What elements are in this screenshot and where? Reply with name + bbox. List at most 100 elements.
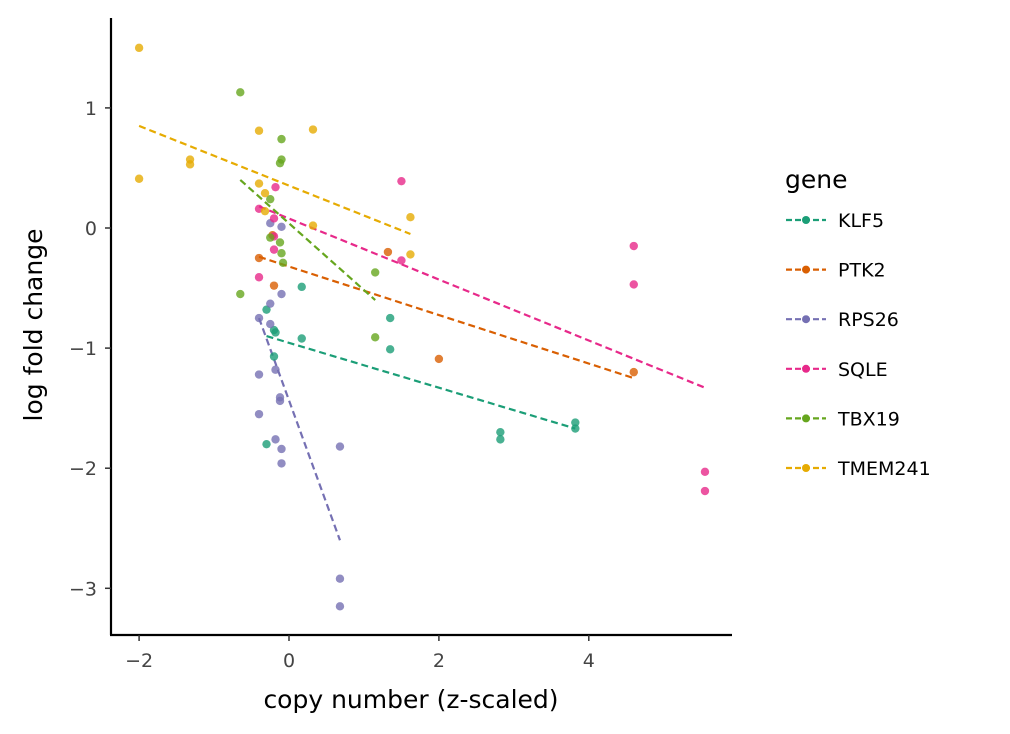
- legend: gene KLF5 PTK2 RPS26 SQLE TBX19 TMEM241: [785, 165, 931, 480]
- point-rps26: [271, 365, 280, 374]
- point-tbx19: [266, 233, 275, 242]
- legend-key-dot: [802, 364, 810, 373]
- legend-label: RPS26: [838, 309, 899, 331]
- point-klf5: [297, 282, 306, 292]
- point-ptk2: [434, 354, 444, 364]
- point-tmem241: [308, 125, 318, 134]
- point-tmem241: [134, 43, 144, 53]
- x-ticks: −2 0 2 4: [125, 635, 595, 672]
- legend-label: TMEM241: [837, 458, 931, 480]
- point-rps26: [335, 442, 345, 451]
- point-tmem241: [254, 179, 264, 188]
- point-tmem241: [260, 206, 270, 216]
- legend-label: TBX19: [837, 408, 900, 430]
- point-rps26: [277, 289, 286, 299]
- legend-label: SQLE: [838, 359, 888, 381]
- point-tbx19: [275, 238, 285, 247]
- y-tick-label: −3: [69, 578, 97, 600]
- legend-item-tbx19: TBX19: [786, 408, 900, 430]
- legend-item-rps26: RPS26: [786, 309, 899, 331]
- point-rps26: [254, 409, 264, 419]
- point-ptk2: [383, 247, 393, 257]
- point-tbx19: [370, 268, 380, 277]
- point-tbx19: [266, 194, 275, 204]
- trend-line-tbx19: [239, 179, 376, 301]
- point-rps26: [266, 299, 275, 308]
- point-ptk2: [629, 367, 638, 377]
- point-klf5: [269, 352, 279, 361]
- point-rps26: [335, 574, 345, 583]
- point-rps26: [277, 444, 286, 454]
- point-ptk2: [269, 281, 279, 290]
- legend-item-tmem241: TMEM241: [786, 458, 931, 480]
- point-klf5: [262, 305, 271, 314]
- trend-line-ptk2: [258, 255, 635, 380]
- legend-key-dot: [802, 315, 810, 324]
- trend-lines: [138, 124, 706, 541]
- point-klf5: [496, 427, 505, 437]
- point-sqle: [254, 273, 264, 282]
- x-tick-label: 0: [283, 650, 295, 672]
- point-ptk2: [254, 253, 264, 263]
- point-tbx19: [370, 333, 380, 342]
- x-tick-label: 2: [433, 650, 445, 672]
- trend-line-tmem241: [138, 124, 411, 236]
- point-klf5: [385, 313, 395, 323]
- legend-label: KLF5: [838, 210, 884, 232]
- point-rps26: [277, 459, 286, 468]
- point-tbx19: [236, 88, 245, 97]
- point-tbx19: [278, 258, 288, 268]
- legend-key-dot: [802, 414, 810, 423]
- point-rps26: [275, 396, 285, 406]
- y-tick-label: −2: [69, 458, 97, 480]
- point-tmem241: [308, 221, 318, 230]
- y-axis-title: log fold change: [19, 229, 48, 422]
- point-rps26: [271, 435, 280, 444]
- point-tbx19: [236, 289, 245, 299]
- point-rps26: [335, 602, 345, 611]
- point-sqle: [397, 176, 406, 186]
- trend-line-sqle: [258, 205, 706, 389]
- point-sqle: [700, 486, 710, 496]
- point-rps26: [254, 313, 264, 323]
- point-sqle: [629, 280, 638, 289]
- legend-label: PTK2: [838, 260, 886, 282]
- point-tmem241: [406, 250, 415, 259]
- point-tmem241: [260, 188, 270, 198]
- legend-key-dot: [802, 464, 810, 472]
- y-tick-label: 0: [85, 218, 97, 240]
- point-tmem241: [254, 126, 264, 135]
- point-klf5: [262, 439, 271, 449]
- y-tick-label: −1: [69, 338, 97, 360]
- axes: [109, 18, 732, 637]
- point-tmem241: [134, 174, 144, 183]
- point-rps26: [277, 222, 286, 231]
- point-klf5: [297, 334, 306, 343]
- point-sqle: [269, 214, 279, 223]
- y-tick-label: 1: [85, 98, 97, 120]
- trend-line-rps26: [257, 317, 341, 541]
- legend-item-klf5: KLF5: [786, 210, 884, 232]
- point-sqle: [397, 256, 406, 265]
- point-sqle: [700, 467, 710, 477]
- point-sqle: [269, 245, 279, 254]
- point-rps26: [254, 370, 264, 379]
- point-tmem241: [185, 160, 195, 169]
- legend-title: gene: [785, 165, 847, 194]
- x-tick-label: −2: [125, 650, 153, 672]
- legend-key-dot: [802, 265, 810, 274]
- legend-item-sqle: SQLE: [786, 359, 888, 381]
- legend-item-ptk2: PTK2: [786, 260, 886, 282]
- point-rps26: [266, 319, 275, 329]
- x-axis-title: copy number (z-scaled): [263, 685, 558, 714]
- trend-line-klf5: [266, 335, 576, 430]
- point-tbx19: [275, 158, 285, 168]
- point-tbx19: [277, 134, 286, 144]
- point-tmem241: [406, 212, 415, 222]
- data-points: [134, 43, 710, 611]
- point-klf5: [385, 345, 395, 354]
- point-klf5: [571, 424, 580, 433]
- point-tbx19: [277, 249, 286, 258]
- y-ticks: 1 0 −1 −2 −3: [69, 98, 111, 600]
